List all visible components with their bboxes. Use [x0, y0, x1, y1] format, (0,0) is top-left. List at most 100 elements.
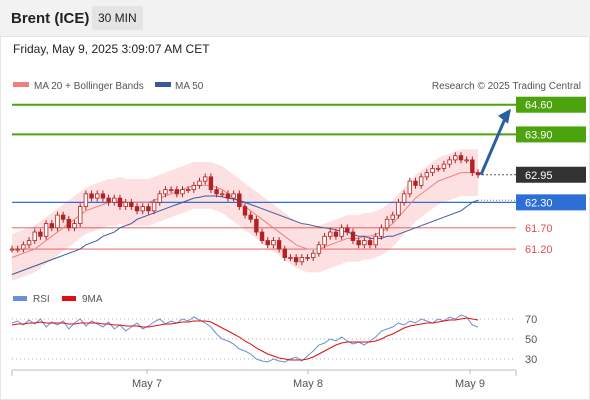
- forecast-arrow: [479, 108, 511, 176]
- candle-body: [106, 197, 111, 203]
- rsi-ma-legend-label: 9MA: [82, 294, 103, 305]
- price-levels: 64.60 63.90 62.95 62.30 61.70 61.20: [12, 96, 586, 256]
- candle-body: [32, 231, 37, 241]
- candle-body: [254, 218, 259, 233]
- candle-body: [72, 223, 77, 229]
- candle-body: [424, 172, 430, 178]
- copyright-label: Research © 2025 Trading Central: [432, 81, 581, 92]
- level-label-support-2: 61.20: [525, 244, 553, 256]
- candle-body: [83, 193, 89, 207]
- candle-body: [356, 240, 361, 246]
- candle-body: [100, 193, 106, 199]
- candle-body: [328, 231, 333, 237]
- candle-body: [49, 223, 54, 229]
- candle-body: [458, 155, 464, 161]
- candle-body: [259, 231, 265, 241]
- candle-body: [231, 193, 236, 199]
- rsi-panel: 70 50 30: [11, 314, 537, 366]
- x-tick-label: May 8: [293, 378, 323, 390]
- candle-body: [475, 172, 481, 176]
- candle-body: [180, 189, 185, 195]
- ma20-legend-swatch: [13, 82, 29, 87]
- candle-body: [384, 218, 390, 229]
- candle-body: [299, 257, 305, 263]
- candle-body: [271, 240, 276, 246]
- candle-body: [55, 214, 60, 229]
- candle-body: [157, 193, 162, 203]
- candle-body: [288, 257, 293, 259]
- header-bar: Brent (ICE) 30 MIN: [0, 0, 590, 37]
- candle-body: [129, 201, 134, 207]
- x-axis-ticks: May 7 May 8 May 9: [132, 370, 485, 390]
- candle-body: [242, 206, 248, 216]
- level-label-last: 62.95: [525, 170, 553, 182]
- candle-body: [9, 248, 15, 251]
- ma50-line: [11, 195, 479, 275]
- candle-body: [316, 244, 322, 254]
- rsi-legend-label: RSI: [33, 294, 50, 305]
- rsi-line: [11, 314, 479, 363]
- candle-body: [441, 163, 447, 169]
- level-box-resistance-2: [516, 96, 586, 113]
- candle-body: [225, 193, 231, 199]
- candle-body: [15, 248, 20, 251]
- candle-body: [282, 248, 287, 258]
- candle-body: [396, 201, 401, 216]
- candle-body: [185, 189, 191, 192]
- level-box-pivot: [516, 194, 586, 211]
- candle-body: [89, 193, 94, 199]
- level-label-support-1: 61.70: [525, 223, 553, 235]
- candle-body: [134, 206, 140, 212]
- candle-body: [379, 227, 384, 237]
- candle-body: [436, 167, 441, 170]
- candle-body: [117, 197, 123, 207]
- rsi-ma-line: [11, 317, 479, 361]
- interval-badge[interactable]: 30 MIN: [92, 6, 143, 30]
- candle-body: [38, 231, 43, 237]
- candle-body: [208, 176, 214, 191]
- ma50-legend-label: MA 50: [175, 81, 204, 92]
- instrument-title: Brent (ICE): [11, 10, 90, 27]
- candle-body: [367, 240, 373, 246]
- rsi-legend-swatch: [13, 296, 27, 301]
- candle-body: [418, 176, 424, 186]
- candle-body: [163, 189, 168, 195]
- candle-body: [390, 214, 395, 220]
- candle-body: [214, 189, 219, 195]
- candle-body: [430, 167, 435, 174]
- candle-body: [146, 206, 151, 212]
- candle-body: [197, 180, 202, 186]
- candle-body: [237, 193, 242, 207]
- candle-body: [112, 197, 117, 203]
- level-label-pivot: 62.30: [525, 197, 553, 209]
- candle-body: [123, 201, 128, 207]
- forecast-arrow-head: [498, 108, 511, 124]
- candle-body: [407, 180, 413, 195]
- candle-body: [248, 214, 253, 220]
- candle-body: [333, 231, 339, 237]
- candle-body: [373, 235, 378, 246]
- candle-body: [413, 180, 418, 186]
- forecast-arrow-shaft: [479, 118, 507, 176]
- candle-body: [464, 159, 469, 162]
- candle-body: [26, 240, 32, 246]
- rsi-ma-legend-swatch: [62, 296, 76, 301]
- candle-body: [77, 206, 83, 224]
- candle-body: [220, 193, 225, 196]
- candle-body: [21, 244, 26, 250]
- candle-body: [60, 214, 66, 220]
- level-box-last: [516, 166, 586, 183]
- level-label-resistance-1: 63.90: [525, 129, 553, 141]
- level-label-resistance-2: 64.60: [525, 100, 553, 112]
- ma50-legend-swatch: [155, 82, 171, 87]
- candle-body: [66, 218, 72, 229]
- candle-body: [140, 206, 145, 212]
- candle-body: [191, 184, 197, 191]
- candle-body: [276, 240, 282, 250]
- rsi-tick-label-50: 50: [525, 334, 537, 346]
- candle-body: [168, 189, 174, 192]
- candle-body: [151, 201, 157, 212]
- candle-body: [203, 176, 208, 182]
- candle-body: [447, 159, 452, 165]
